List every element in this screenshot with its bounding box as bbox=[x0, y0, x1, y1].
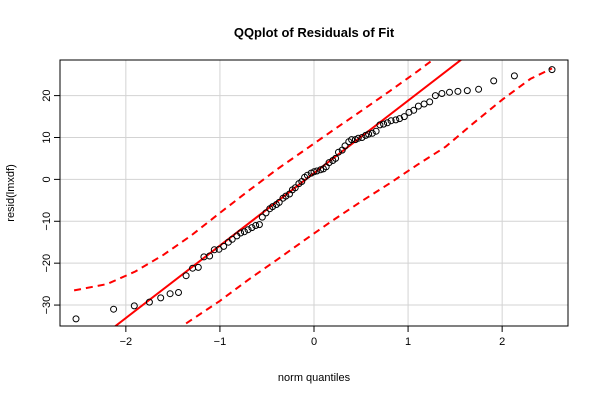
data-point bbox=[354, 134, 362, 142]
data-point bbox=[313, 167, 321, 175]
data-point bbox=[548, 66, 556, 74]
x-tick-label: −2 bbox=[120, 336, 133, 348]
data-point bbox=[368, 129, 376, 137]
data-point bbox=[380, 120, 388, 128]
data-point bbox=[396, 115, 404, 123]
data-point bbox=[220, 242, 228, 250]
data-point bbox=[194, 263, 202, 271]
data-point bbox=[475, 85, 483, 93]
data-point bbox=[400, 113, 408, 121]
data-point bbox=[332, 154, 340, 162]
data-point bbox=[335, 148, 342, 156]
y-tick-label: 0 bbox=[41, 176, 53, 182]
data-point bbox=[490, 77, 498, 85]
residual-points bbox=[72, 66, 556, 323]
data-point bbox=[372, 127, 380, 135]
data-point bbox=[426, 98, 434, 106]
data-point bbox=[175, 289, 182, 296]
envelope-upper-line bbox=[73, 60, 435, 292]
data-point bbox=[210, 246, 218, 254]
data-point bbox=[255, 221, 263, 229]
data-point bbox=[157, 294, 165, 302]
data-point bbox=[387, 117, 395, 125]
x-axis-label: norm quantiles bbox=[278, 372, 351, 384]
data-point bbox=[228, 235, 236, 243]
x-tick-label: 0 bbox=[311, 336, 317, 348]
y-axis-label: resid(lmxdf) bbox=[5, 164, 17, 221]
data-point bbox=[248, 224, 256, 232]
data-point bbox=[325, 159, 333, 167]
x-tick-label: −1 bbox=[214, 336, 227, 348]
y-axis: −30 −20 −10 0 10 20 bbox=[41, 89, 61, 315]
data-point bbox=[431, 92, 439, 100]
data-point bbox=[303, 171, 311, 179]
data-point bbox=[237, 229, 245, 237]
data-point bbox=[463, 87, 471, 95]
data-point bbox=[282, 192, 290, 200]
data-point bbox=[182, 272, 190, 280]
data-point bbox=[358, 134, 366, 141]
y-tick-label: 20 bbox=[41, 89, 53, 101]
data-point bbox=[310, 168, 318, 176]
envelope-lower-line bbox=[180, 67, 553, 326]
data-point bbox=[72, 315, 80, 323]
data-point bbox=[510, 72, 518, 80]
grid bbox=[60, 60, 568, 326]
y-tick-label: −10 bbox=[41, 212, 53, 231]
data-point bbox=[269, 203, 277, 211]
y-tick-label: −20 bbox=[41, 254, 53, 273]
data-point bbox=[130, 302, 138, 310]
x-axis: −2 −1 0 1 2 bbox=[120, 325, 505, 348]
data-point bbox=[414, 102, 422, 110]
data-point bbox=[275, 198, 283, 206]
data-point bbox=[438, 90, 446, 97]
data-point bbox=[454, 87, 462, 95]
data-point bbox=[410, 106, 418, 114]
data-point bbox=[291, 184, 299, 192]
data-point bbox=[252, 222, 260, 229]
confidence-envelope bbox=[73, 60, 553, 326]
data-point bbox=[446, 88, 453, 96]
x-tick-label: 2 bbox=[499, 336, 505, 348]
data-point bbox=[341, 142, 349, 150]
data-point bbox=[110, 305, 118, 313]
y-tick-label: 10 bbox=[41, 131, 53, 143]
x-tick-label: 1 bbox=[405, 336, 411, 348]
data-point bbox=[244, 226, 252, 234]
data-point bbox=[240, 228, 248, 236]
data-point bbox=[365, 130, 373, 138]
y-tick-label: −30 bbox=[41, 296, 53, 315]
data-point bbox=[145, 298, 153, 306]
data-point bbox=[376, 121, 384, 129]
data-point bbox=[258, 213, 266, 221]
data-point bbox=[383, 119, 391, 127]
data-point bbox=[348, 136, 356, 144]
data-point bbox=[206, 252, 214, 260]
data-point bbox=[166, 290, 174, 298]
data-point bbox=[262, 209, 270, 217]
chart-title: QQplot of Residuals of Fit bbox=[234, 25, 395, 40]
data-point bbox=[392, 116, 400, 124]
